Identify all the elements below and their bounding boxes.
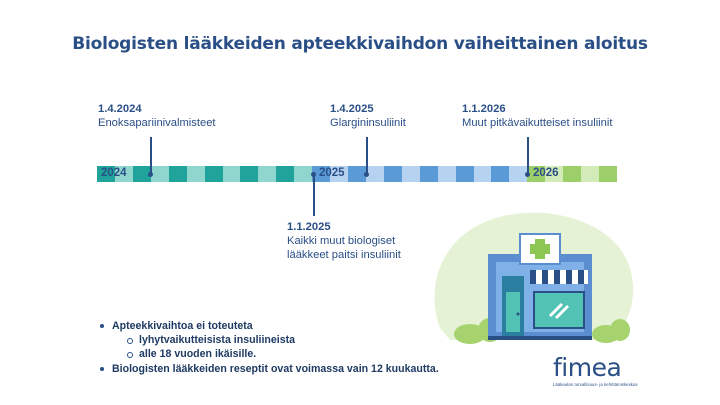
timeline-segment (186, 166, 206, 182)
event-date: 1.4.2024 (98, 103, 142, 115)
bullet-item: Apteekkivaihtoa ei toteuteta (98, 319, 439, 333)
timeline-bar (97, 166, 618, 182)
timeline-marker-dot (148, 172, 153, 177)
pharmacy-building-icon (434, 212, 634, 344)
info-bullet-list: Apteekkivaihtoa ei toteuteta lyhytvaikut… (98, 319, 439, 376)
timeline-segment (97, 166, 116, 182)
timeline-segment (150, 166, 170, 182)
connector-line (527, 137, 529, 174)
timeline-segment (258, 166, 277, 182)
timeline-segment (330, 166, 349, 182)
timeline-segment (348, 166, 367, 182)
timeline-marker-dot (311, 172, 316, 177)
timeline-segment (383, 166, 403, 182)
year-label-2026: 2026 (533, 167, 559, 179)
timeline-segment (240, 166, 259, 182)
connector-line (366, 137, 368, 174)
timeline-segment (204, 166, 223, 182)
logo-tagline: Lääkealan turvallisuus- ja kehittämiskes… (553, 382, 638, 387)
year-label-2025: 2025 (319, 167, 345, 179)
timeline-segment (132, 166, 152, 182)
timeline-segment (419, 166, 439, 182)
fimea-logo: fimea Lääkealan turvallisuus- ja kehittä… (553, 355, 638, 387)
timeline-segment (294, 166, 313, 182)
timeline-segment (437, 166, 457, 182)
event-date: 1.1.2025 (287, 221, 331, 233)
page-title: Biologisten lääkkeiden apteekkivaihdon v… (72, 34, 648, 54)
connector-line (313, 174, 315, 216)
timeline-segment (581, 166, 600, 182)
timeline-segment (222, 166, 241, 182)
logo-wordmark: fimea (553, 353, 622, 382)
sub-bullet-item: lyhytvaikutteisista insuliineista (98, 333, 439, 347)
timeline-segment (563, 166, 582, 182)
connector-line (150, 137, 152, 174)
timeline-segment (168, 166, 188, 182)
year-label-2024: 2024 (101, 167, 127, 179)
event-desc: Enoksapariinivalmisteet (98, 117, 216, 129)
timeline-marker-dot (525, 172, 530, 177)
event-2025-april: 1.4.2025 Glargininsuliinit (330, 102, 406, 130)
timeline-segment (599, 166, 618, 182)
event-desc: Glargininsuliinit (330, 117, 406, 129)
timeline-segment (527, 166, 546, 182)
timeline-segment (455, 166, 475, 182)
timeline-marker-dot (364, 172, 369, 177)
event-desc: Muut pitkävaikutteiset insuliinit (462, 117, 613, 129)
bullet-item: Biologisten lääkkeiden reseptit ovat voi… (98, 362, 439, 376)
timeline-segment (545, 166, 564, 182)
event-date: 1.1.2026 (462, 103, 506, 115)
event-2025-january: 1.1.2025 Kaikki muut biologiset lääkkeet… (287, 220, 401, 262)
timeline-segment (473, 166, 492, 182)
sub-bullet-item: alle 18 vuoden ikäisille. (98, 347, 439, 361)
event-date: 1.4.2025 (330, 103, 374, 115)
timeline-segment (401, 166, 421, 182)
timeline-segment (509, 166, 528, 182)
timeline-segment (365, 166, 385, 182)
timeline-segment (312, 166, 331, 182)
event-2024-april: 1.4.2024 Enoksapariinivalmisteet (98, 102, 216, 130)
timeline-segment (276, 166, 295, 182)
event-2026-january: 1.1.2026 Muut pitkävaikutteiset insuliin… (462, 102, 612, 130)
event-desc-line2: lääkkeet paitsi insuliinit (287, 249, 401, 261)
event-desc-line1: Kaikki muut biologiset (287, 235, 396, 247)
timeline-segment (491, 166, 510, 182)
timeline-segment (114, 166, 134, 182)
